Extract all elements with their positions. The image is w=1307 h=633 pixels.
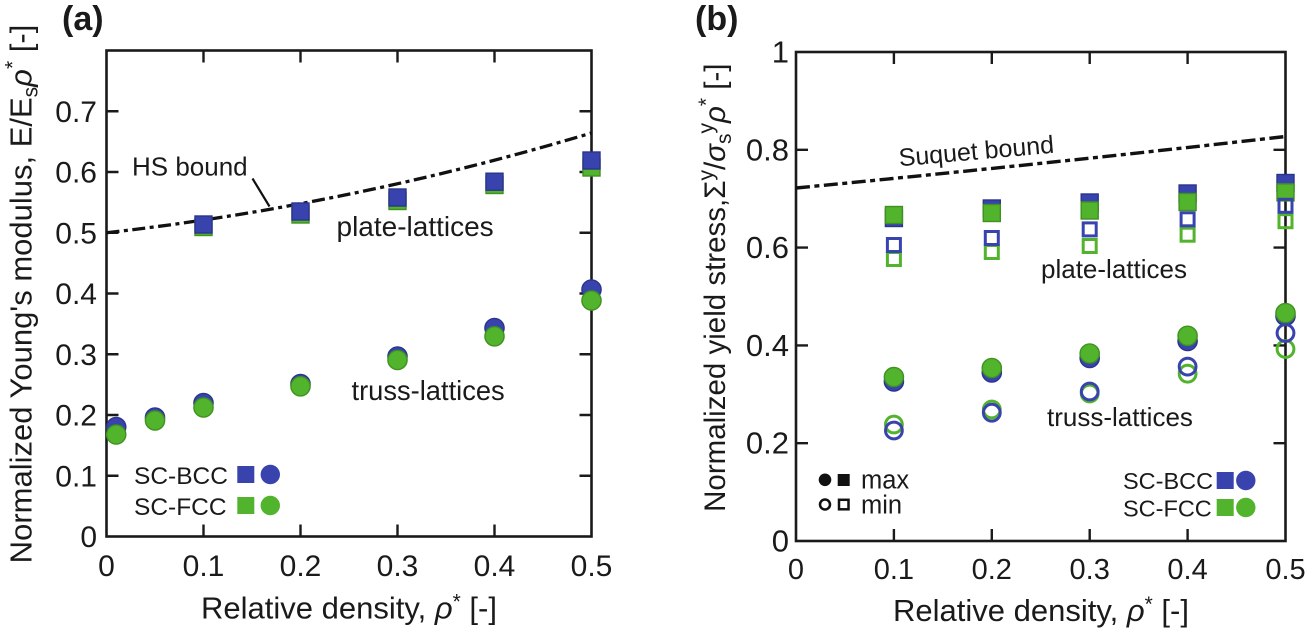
svg-text:0.6: 0.6 <box>746 230 789 265</box>
svg-text:0.2: 0.2 <box>280 550 322 583</box>
svg-text:0.5: 0.5 <box>571 550 613 583</box>
svg-text:SC-BCC: SC-BCC <box>1123 468 1213 494</box>
svg-text:(a): (a) <box>62 0 104 38</box>
svg-text:0.3: 0.3 <box>1070 554 1110 586</box>
svg-text:0.1: 0.1 <box>55 460 97 493</box>
svg-text:0.6: 0.6 <box>55 157 97 190</box>
svg-text:0.4: 0.4 <box>474 550 516 583</box>
svg-text:plate-lattices: plate-lattices <box>337 211 494 242</box>
svg-text:Relative density, ρ* [-]: Relative density, ρ* [-] <box>893 593 1189 628</box>
svg-text:0.3: 0.3 <box>55 339 97 372</box>
svg-text:0.1: 0.1 <box>874 554 914 586</box>
svg-text:SC-BCC: SC-BCC <box>134 463 228 490</box>
svg-text:Relative density, ρ* [-]: Relative density, ρ* [-] <box>201 591 497 626</box>
svg-text:0.2: 0.2 <box>972 554 1012 586</box>
svg-text:1: 1 <box>772 35 789 70</box>
svg-text:0: 0 <box>788 554 804 586</box>
svg-text:SC-FCC: SC-FCC <box>1123 496 1212 522</box>
svg-text:0: 0 <box>80 521 97 554</box>
svg-text:HS bound: HS bound <box>132 152 248 182</box>
svg-text:0.4: 0.4 <box>1167 554 1207 586</box>
svg-text:0.2: 0.2 <box>55 400 97 433</box>
svg-text:0.5: 0.5 <box>1265 554 1305 586</box>
svg-text:SC-FCC: SC-FCC <box>134 494 227 521</box>
svg-text:0.3: 0.3 <box>377 550 419 583</box>
svg-text:min: min <box>861 492 902 520</box>
svg-text:Normalized Young's modulus, E/: Normalized Young's modulus, E/Esρ* [-] <box>2 25 43 564</box>
svg-text:0.7: 0.7 <box>55 96 97 129</box>
svg-text:0.2: 0.2 <box>746 426 789 461</box>
svg-text:0.5: 0.5 <box>55 217 97 250</box>
svg-text:0: 0 <box>772 524 789 559</box>
svg-text:0.8: 0.8 <box>746 132 789 167</box>
svg-text:0.4: 0.4 <box>55 278 97 311</box>
svg-text:truss-lattices: truss-lattices <box>352 375 505 406</box>
svg-text:0: 0 <box>98 550 115 583</box>
svg-text:0.4: 0.4 <box>746 328 789 363</box>
svg-text:(b): (b) <box>695 0 738 38</box>
svg-text:truss-lattices: truss-lattices <box>1047 402 1193 432</box>
svg-text:0.1: 0.1 <box>183 550 225 583</box>
svg-text:max: max <box>861 467 909 495</box>
svg-text:plate-lattices: plate-lattices <box>1041 254 1187 284</box>
